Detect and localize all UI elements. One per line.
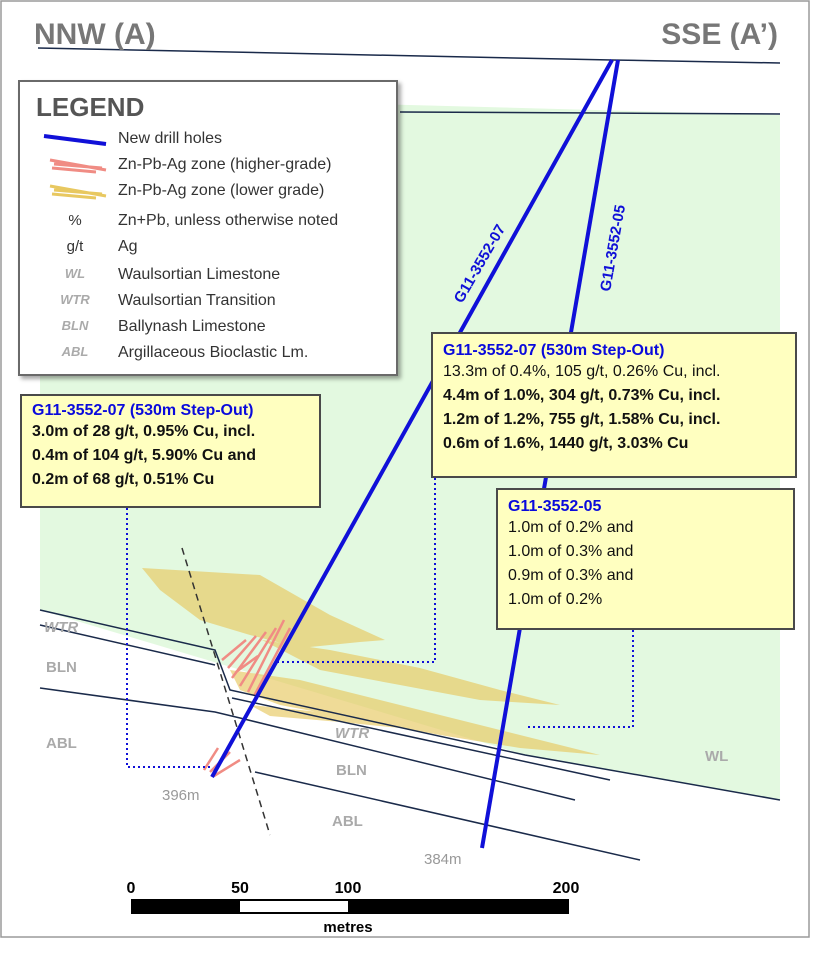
legend-symbol: ABL: [61, 344, 89, 359]
callout-title: G11-3552-07 (530m Step-Out): [32, 402, 254, 419]
unit-label-bln-left: BLN: [46, 659, 77, 676]
scale-bar: 0 50 100 200 metres: [127, 880, 580, 936]
drill-hole-07-depth: 396m: [162, 787, 200, 804]
callout-line: 3.0m of 28 g/t, 0.95% Cu, incl.: [32, 423, 256, 440]
lower-grade-zone: [142, 568, 600, 755]
lower-grade-symbol-icon: [49, 184, 107, 200]
callout-title: G11-3552-05: [508, 498, 602, 515]
scale-bar-segment-white: [240, 901, 348, 912]
unit-label-wtr-left: WTR: [44, 619, 78, 636]
unit-label-wtr-mid: WTR: [335, 725, 369, 742]
callout-line: 0.2m of 68 g/t, 0.51% Cu: [32, 471, 215, 488]
legend-label: Argillaceous Bioclastic Lm.: [118, 344, 309, 361]
scale-tick-100: 100: [335, 880, 362, 897]
legend: LEGEND New drill holes Zn-Pb-Ag zone (hi…: [18, 80, 398, 376]
drill-hole-symbol-icon: [43, 134, 107, 146]
callout-line: 1.0m of 0.2%: [508, 591, 603, 608]
legend-label: Waulsortian Transition: [118, 292, 276, 309]
frame: [0, 0, 810, 938]
callout-line: 13.3m of 0.4%, 105 g/t, 0.26% Cu, incl.: [443, 363, 721, 380]
legend-label: New drill holes: [118, 130, 223, 147]
section-label-right: SSE (A’): [661, 18, 778, 51]
legend-item-bln: BLN Ballynash Limestone: [20, 316, 380, 340]
scale-unit: metres: [323, 919, 372, 936]
legend-label: Ag: [118, 238, 138, 255]
fault-line: [181, 547, 271, 836]
legend-item-percent: % Zn+Pb, unless otherwise noted: [20, 210, 380, 234]
legend-item-higher-grade: Zn-Pb-Ag zone (higher-grade): [20, 154, 380, 178]
legend-label: Waulsortian Limestone: [118, 266, 281, 283]
callout-hole-07-right: G11-3552-07 (530m Step-Out) 13.3m of 0.4…: [431, 332, 797, 478]
scale-tick-0: 0: [127, 880, 136, 897]
unit-label-abl-mid: ABL: [332, 813, 363, 830]
scale-bar-outline: [131, 899, 569, 914]
legend-title: LEGEND: [36, 92, 145, 122]
unit-label-abl-left: ABL: [46, 735, 77, 752]
legend-item-lower-grade: Zn-Pb-Ag zone (lower grade): [20, 180, 380, 204]
legend-symbol: g/t: [66, 238, 84, 255]
unit-labels: WTR BLN ABL WTR BLN ABL WL: [44, 619, 728, 830]
callout-hole-07-left: G11-3552-07 (530m Step-Out) 3.0m of 28 g…: [20, 394, 321, 508]
scale-tick-50: 50: [231, 880, 249, 897]
legend-symbol: BLN: [61, 318, 89, 333]
legend-item-drill-holes: New drill holes: [20, 128, 380, 152]
callout-line: 0.6m of 1.6%, 1440 g/t, 3.03% Cu: [443, 435, 689, 452]
callout-line: 4.4m of 1.0%, 304 g/t, 0.73% Cu, incl.: [443, 387, 721, 404]
callout-title: G11-3552-07 (530m Step-Out): [443, 342, 665, 359]
unit-label-bln-mid: BLN: [336, 762, 367, 779]
legend-symbol: WTR: [60, 292, 90, 307]
higher-grade-symbol-icon: [49, 158, 107, 174]
callout-line: 0.4m of 104 g/t, 5.90% Cu and: [32, 447, 257, 464]
leader-lines: [126, 478, 634, 768]
legend-item-wl: WL Waulsortian Limestone: [20, 264, 380, 288]
legend-item-wtr: WTR Waulsortian Transition: [20, 290, 380, 314]
drill-hole-07: [210, 59, 614, 778]
legend-item-abl: ABL Argillaceous Bioclastic Lm.: [20, 342, 380, 366]
callout-hole-05: G11-3552-05 1.0m of 0.2% and 1.0m of 0.3…: [496, 488, 795, 630]
callout-line: 0.9m of 0.3% and: [508, 567, 634, 584]
legend-label: Zn-Pb-Ag zone (higher-grade): [118, 156, 332, 173]
callout-line: 1.0m of 0.3% and: [508, 543, 634, 560]
callout-line: 1.0m of 0.2% and: [508, 519, 634, 536]
legend-symbol: %: [68, 212, 82, 229]
scale-tick-200: 200: [553, 880, 580, 897]
callout-line: 1.2m of 1.2%, 755 g/t, 1.58% Cu, incl.: [443, 411, 721, 428]
legend-label: Ballynash Limestone: [118, 318, 266, 335]
legend-item-gt: g/t Ag: [20, 236, 380, 260]
unit-label-wl-right: WL: [705, 748, 728, 765]
legend-label: Zn-Pb-Ag zone (lower grade): [118, 182, 325, 199]
drill-hole-05-depth: 384m: [424, 851, 462, 868]
legend-symbol: WL: [64, 266, 86, 281]
overburden-base-line: [399, 111, 781, 115]
section-label-left: NNW (A): [34, 18, 156, 51]
legend-label: Zn+Pb, unless otherwise noted: [118, 212, 339, 229]
